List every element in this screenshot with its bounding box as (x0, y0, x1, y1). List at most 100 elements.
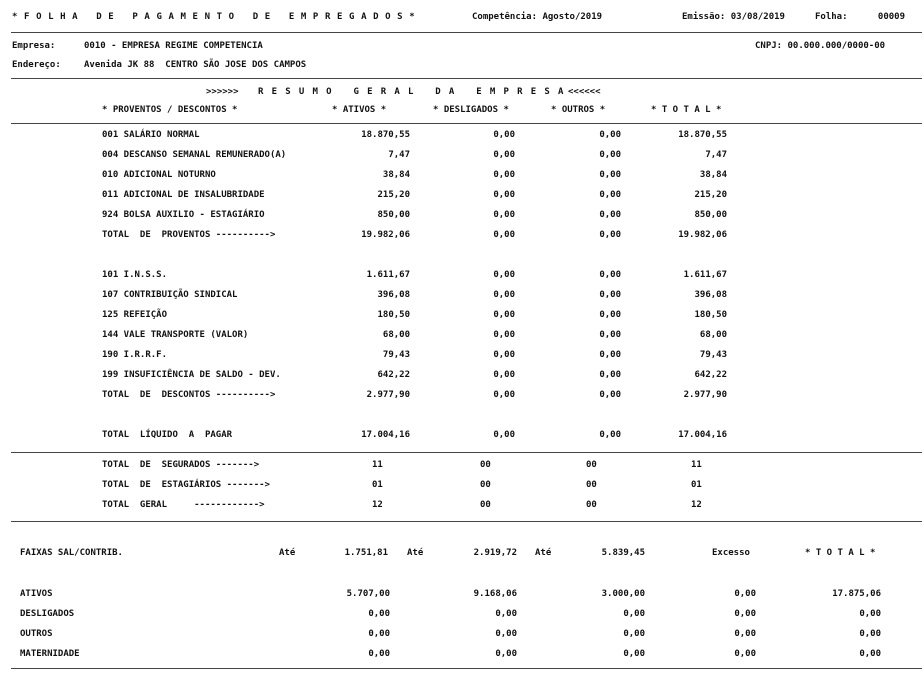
row-outros: 0,00 (599, 190, 621, 200)
row-desligados: 00 (480, 460, 491, 470)
row-outros: 0,00 (599, 170, 621, 180)
row-desc: 144 VALE TRANSPORTE (VALOR) (102, 330, 249, 340)
faixa-row-v3: 3.000,00 (601, 589, 645, 599)
row-total: 19.982,06 (678, 230, 727, 240)
faixa-row-label: OUTROS (20, 629, 53, 639)
row-total: 79,43 (699, 350, 727, 360)
row-desc: 011 ADICIONAL DE INSALUBRIDADE (102, 190, 265, 200)
row-desligados: 0,00 (493, 210, 515, 220)
row-desc: TOTAL LÍQUIDO A PAGAR (102, 430, 233, 440)
row-total: 1.611,67 (683, 270, 727, 280)
faixa-row-label: DESLIGADOS (20, 609, 75, 619)
row-ativos: 180,50 (377, 310, 410, 320)
row-outros: 0,00 (599, 330, 621, 340)
row-desligados: 0,00 (493, 310, 515, 320)
row-outros: 0,00 (599, 350, 621, 360)
row-desligados: 0,00 (493, 370, 515, 380)
row-total: 642,22 (694, 370, 727, 380)
row-desligados: 00 (480, 480, 491, 490)
row-total: 17.004,16 (678, 430, 727, 440)
row-desligados: 0,00 (493, 270, 515, 280)
endereco-value: Avenida JK 88 CENTRO SÃO JOSE DOS CAMPOS (84, 60, 307, 70)
faixas-label: FAIXAS SAL/CONTRIB. (20, 548, 123, 558)
row-desligados: 0,00 (493, 230, 515, 240)
faixa2-value: 2.919,72 (473, 548, 517, 558)
row-total: 18.870,55 (678, 130, 727, 140)
faixa-row-v4: 0,00 (734, 629, 756, 639)
row-desligados: 0,00 (493, 290, 515, 300)
emissao-date: Emissão: 03/08/2019 (682, 12, 785, 22)
row-desc: TOTAL DE SEGURADOS -------> (102, 460, 260, 470)
row-outros: 0,00 (599, 270, 621, 280)
faixa-row-v4: 0,00 (734, 649, 756, 659)
faixa-row-v1: 5.707,00 (346, 589, 390, 599)
row-ativos: 1.611,67 (366, 270, 410, 280)
competencia: Competência: Agosto/2019 (472, 12, 603, 22)
faixa-row-total: 0,00 (859, 649, 881, 659)
row-total: 850,00 (694, 210, 727, 220)
col-header-proventos: * PROVENTOS / DESCONTOS * (102, 105, 238, 115)
row-total: 12 (691, 500, 702, 510)
row-desc: TOTAL DE DESCONTOS ----------> (102, 390, 276, 400)
divider (11, 32, 922, 33)
faixa-row-v2: 0,00 (495, 609, 517, 619)
faixa-row-v3: 0,00 (623, 649, 645, 659)
faixa-row-v2: 0,00 (495, 629, 517, 639)
row-desc: 010 ADICIONAL NOTURNO (102, 170, 216, 180)
faixa-row-label: ATIVOS (20, 589, 53, 599)
folha-label: Folha: (815, 12, 848, 22)
row-ativos: 38,84 (382, 170, 410, 180)
row-outros: 0,00 (599, 230, 621, 240)
row-desc: TOTAL GERAL ------------> (102, 500, 265, 510)
faixa-row-v3: 0,00 (623, 609, 645, 619)
row-ativos: 19.982,06 (361, 230, 410, 240)
row-desc: 125 REFEIÇÃO (102, 310, 168, 320)
resumo-arrow-left: >>>>>> (206, 87, 239, 97)
divider (11, 521, 922, 522)
col-header-total: * T O T A L * (651, 105, 722, 115)
cnpj: CNPJ: 00.000.000/0000-00 (755, 41, 886, 51)
row-ativos: 215,20 (377, 190, 410, 200)
row-desc: 001 SALÁRIO NORMAL (102, 130, 200, 140)
row-desligados: 0,00 (493, 390, 515, 400)
faixa-row-v4: 0,00 (734, 589, 756, 599)
row-desc: TOTAL DE ESTAGIÁRIOS -------> (102, 480, 270, 490)
divider (11, 452, 922, 453)
faixa3-value: 5.839,45 (601, 548, 645, 558)
row-ativos: 11 (372, 460, 383, 470)
row-ativos: 396,08 (377, 290, 410, 300)
row-ativos: 68,00 (382, 330, 410, 340)
row-ativos: 17.004,16 (361, 430, 410, 440)
divider (11, 78, 922, 79)
row-ativos: 18.870,55 (361, 130, 410, 140)
row-outros: 0,00 (599, 390, 621, 400)
row-outros: 0,00 (599, 310, 621, 320)
row-desligados: 0,00 (493, 170, 515, 180)
row-ativos: 79,43 (382, 350, 410, 360)
col-header-outros: * OUTROS * (551, 105, 606, 115)
row-outros: 0,00 (599, 210, 621, 220)
row-desligados: 0,00 (493, 330, 515, 340)
faixa-row-total: 0,00 (859, 629, 881, 639)
row-total: 38,84 (699, 170, 727, 180)
row-desc: 101 I.N.S.S. (102, 270, 168, 280)
row-ativos: 642,22 (377, 370, 410, 380)
row-outros: 00 (586, 480, 597, 490)
excesso-label: Excesso (712, 548, 750, 558)
row-desc: 107 CONTRIBUIÇÃO SINDICAL (102, 290, 238, 300)
faixa1-ate: Até (279, 548, 296, 558)
col-header-ativos: * ATIVOS * (332, 105, 387, 115)
row-ativos: 01 (372, 480, 383, 490)
row-total: 2.977,90 (683, 390, 727, 400)
divider (11, 123, 922, 124)
resumo-title: R E S U M O G E R A L D A E M P R E S A (258, 87, 565, 97)
empresa-value: 0010 - EMPRESA REGIME COMPETENCIA (84, 41, 263, 51)
row-outros: 0,00 (599, 130, 621, 140)
row-desligados: 0,00 (493, 430, 515, 440)
row-total: 11 (691, 460, 702, 470)
row-ativos: 12 (372, 500, 383, 510)
row-ativos: 850,00 (377, 210, 410, 220)
row-desligados: 00 (480, 500, 491, 510)
row-ativos: 7,47 (388, 150, 410, 160)
col-header-desligados: * DESLIGADOS * (433, 105, 509, 115)
